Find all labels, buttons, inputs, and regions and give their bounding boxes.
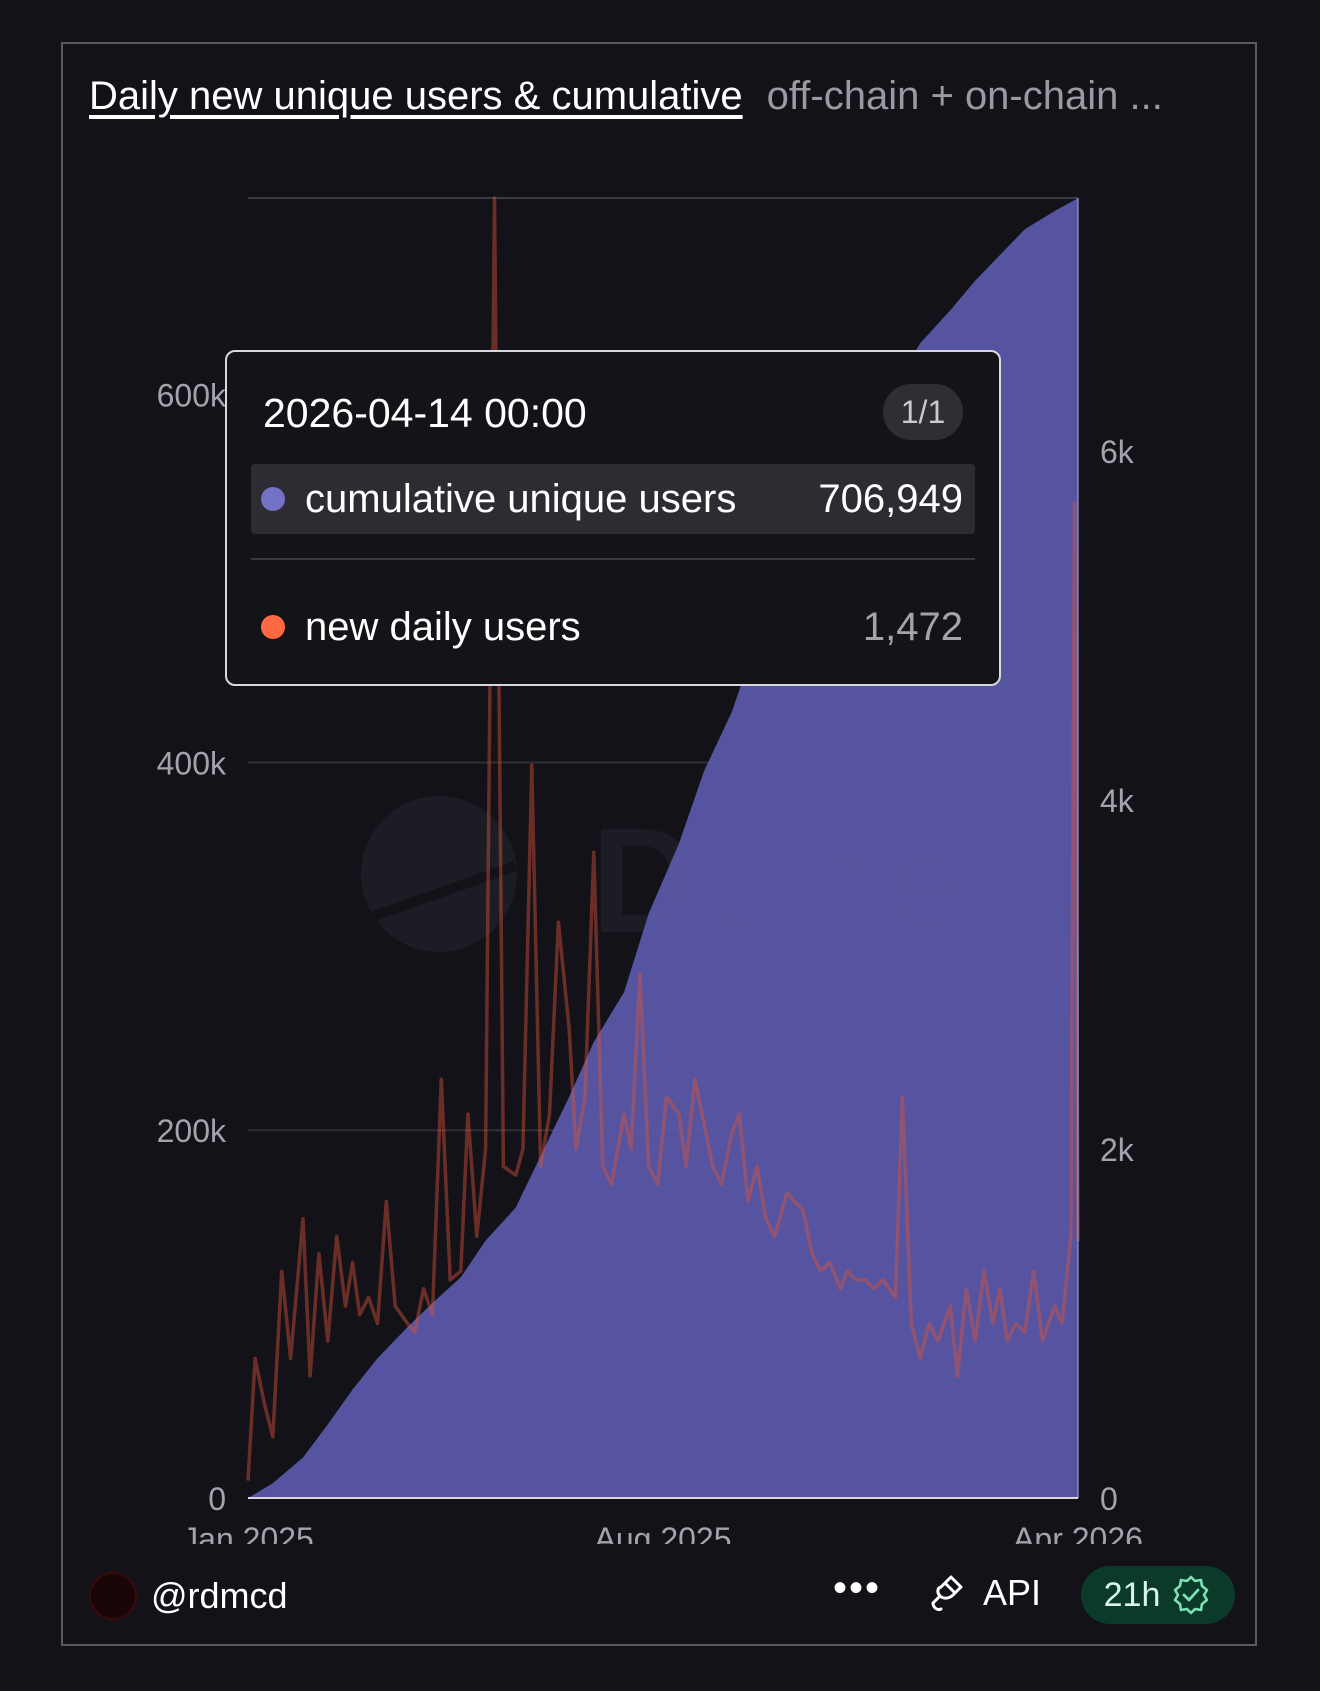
x-tick-label: Apr 2026 xyxy=(1013,1521,1143,1544)
y-left-tick-label: 0 xyxy=(208,1481,226,1517)
tooltip-label: new daily users xyxy=(305,604,581,649)
series-dot-icon xyxy=(261,487,285,511)
y-right-tick-label: 4k xyxy=(1100,783,1135,819)
author-link[interactable]: @rdmcd xyxy=(89,1572,288,1620)
y-left-tick-label: 400k xyxy=(157,745,227,781)
tooltip-value: 706,949 xyxy=(818,476,963,521)
chart-tooltip: 2026-04-14 00:00 1/1 cumulative unique u… xyxy=(225,350,1001,686)
tooltip-date: 2026-04-14 00:00 xyxy=(263,390,587,436)
tooltip-page-badge: 1/1 xyxy=(883,384,963,440)
x-tick-label: Aug 2025 xyxy=(594,1521,731,1544)
chart-card: Daily new unique users & cumulative off-… xyxy=(61,42,1257,1646)
plug-icon xyxy=(931,1575,963,1611)
y-left-tick-label: 200k xyxy=(157,1113,227,1149)
avatar xyxy=(89,1572,137,1620)
y-right-tick-label: 6k xyxy=(1100,434,1135,470)
tooltip-label: cumulative unique users xyxy=(305,476,737,521)
freshness-label: 21h xyxy=(1103,1575,1161,1614)
dune-logo-icon xyxy=(367,861,517,923)
more-options-button[interactable]: ••• xyxy=(833,1566,882,1610)
verified-check-icon xyxy=(1174,1575,1209,1615)
chart-footer: @rdmcd ••• API 21h xyxy=(63,1566,1255,1626)
freshness-badge[interactable]: 21h xyxy=(1081,1566,1235,1624)
y-left-tick-label: 600k xyxy=(157,378,227,414)
series-dot-icon xyxy=(261,615,285,639)
y-right-tick-label: 2k xyxy=(1100,1132,1135,1168)
tooltip-row-cumulative: cumulative unique users 706,949 xyxy=(251,464,975,534)
tooltip-divider xyxy=(251,558,975,560)
chart-header: Daily new unique users & cumulative off-… xyxy=(89,74,1235,119)
chart-title-link[interactable]: Daily new unique users & cumulative xyxy=(89,74,743,118)
tooltip-row-daily: new daily users 1,472 xyxy=(251,592,975,662)
new-daily-users-line xyxy=(246,196,1080,1481)
api-button[interactable]: API xyxy=(931,1572,1041,1614)
y-right-tick-label: 0 xyxy=(1100,1481,1118,1517)
api-label: API xyxy=(983,1572,1042,1613)
tooltip-value: 1,472 xyxy=(862,604,963,649)
x-tick-label: Jan 2025 xyxy=(182,1521,314,1544)
author-name: @rdmcd xyxy=(151,1575,288,1616)
dune-logo-icon xyxy=(361,796,517,952)
